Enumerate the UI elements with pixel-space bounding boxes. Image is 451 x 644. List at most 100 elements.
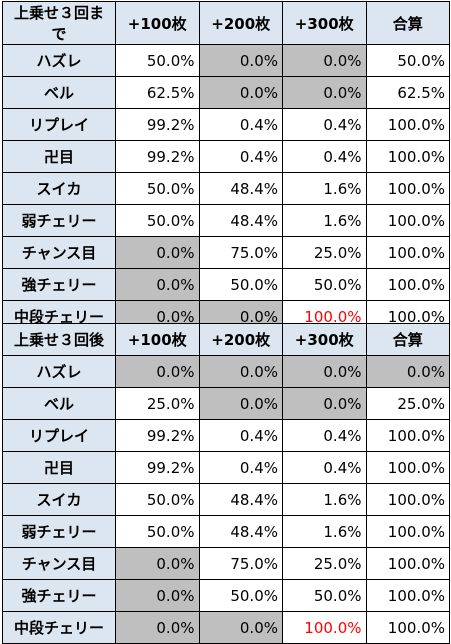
column-header: 合算	[365, 1, 450, 45]
value-cell: 75.0%	[198, 547, 283, 580]
row-label: リプレイ	[2, 108, 116, 141]
row-label: スイカ	[2, 172, 116, 205]
column-header: +100枚	[115, 323, 200, 356]
odds-table-until-3: 上乗せ３回まで +100枚 +200枚 +300枚 合算 ハズレ 50.0% 0.0% 0.0…	[2, 1, 450, 333]
row-label: 卍目	[2, 451, 116, 484]
value-cell: 48.4%	[198, 204, 283, 237]
value-cell: 25.0%	[282, 547, 367, 580]
value-cell: 100.0%	[365, 419, 450, 452]
value-cell: 0.4%	[198, 419, 283, 452]
value-cell: 99.2%	[115, 108, 200, 141]
table-row: 強チェリー 0.0% 50.0% 50.0% 100.0%	[2, 268, 450, 301]
row-label: 強チェリー	[2, 579, 116, 612]
value-cell: 0.0%	[115, 547, 200, 580]
row-label: 卍目	[2, 140, 116, 173]
value-cell: 0.0%	[365, 355, 450, 388]
value-cell: 100.0%	[365, 140, 450, 173]
header-row: 上乗せ３回後 +100枚 +200枚 +300枚 合算	[2, 323, 450, 356]
value-cell: 0.0%	[198, 355, 283, 388]
table-title-header: 上乗せ３回後	[2, 323, 116, 356]
column-header: +200枚	[198, 323, 283, 356]
value-cell: 0.4%	[282, 108, 367, 141]
table-row: 弱チェリー 50.0% 48.4% 1.6% 100.0%	[2, 515, 450, 548]
row-label: 強チェリー	[2, 268, 116, 301]
row-label: スイカ	[2, 483, 116, 516]
table-row: ハズレ 0.0% 0.0% 0.0% 0.0%	[2, 355, 450, 388]
table-row: チャンス目 0.0% 75.0% 25.0% 100.0%	[2, 236, 450, 269]
value-cell: 0.4%	[198, 451, 283, 484]
table-row: 強チェリー 0.0% 50.0% 50.0% 100.0%	[2, 579, 450, 612]
value-cell: 1.6%	[282, 172, 367, 205]
value-cell: 0.4%	[198, 140, 283, 173]
value-cell: 1.6%	[282, 515, 367, 548]
value-cell: 0.0%	[115, 579, 200, 612]
value-cell: 100.0%	[365, 515, 450, 548]
column-header: +200枚	[198, 1, 283, 45]
row-label: 弱チェリー	[2, 204, 116, 237]
table-row: 中段チェリー 0.0% 0.0% 100.0% 100.0%	[2, 611, 450, 644]
value-cell: 0.0%	[282, 44, 367, 77]
table-row: スイカ 50.0% 48.4% 1.6% 100.0%	[2, 483, 450, 516]
value-cell: 100.0%	[365, 547, 450, 580]
column-header: +300枚	[282, 1, 367, 45]
value-cell: 99.2%	[115, 451, 200, 484]
table-row: リプレイ 99.2% 0.4% 0.4% 100.0%	[2, 108, 450, 141]
value-cell: 25.0%	[365, 387, 450, 420]
table-row: スイカ 50.0% 48.4% 1.6% 100.0%	[2, 172, 450, 205]
value-cell: 0.0%	[115, 268, 200, 301]
value-cell: 48.4%	[198, 172, 283, 205]
value-cell: 50.0%	[282, 579, 367, 612]
value-cell: 62.5%	[365, 76, 450, 109]
value-cell: 99.2%	[115, 140, 200, 173]
table-row: リプレイ 99.2% 0.4% 0.4% 100.0%	[2, 419, 450, 452]
table-title-header: 上乗せ３回まで	[2, 1, 116, 45]
value-cell: 50.0%	[115, 204, 200, 237]
value-cell: 0.0%	[282, 355, 367, 388]
value-cell: 0.0%	[115, 236, 200, 269]
value-cell: 0.0%	[198, 611, 283, 644]
value-cell: 100.0%	[365, 483, 450, 516]
table-row: チャンス目 0.0% 75.0% 25.0% 100.0%	[2, 547, 450, 580]
table-row: ベル 25.0% 0.0% 0.0% 25.0%	[2, 387, 450, 420]
value-cell: 50.0%	[282, 268, 367, 301]
column-header: +100枚	[115, 1, 200, 45]
value-cell: 50.0%	[115, 44, 200, 77]
value-cell: 0.0%	[198, 76, 283, 109]
value-cell: 50.0%	[115, 515, 200, 548]
value-cell: 48.4%	[198, 515, 283, 548]
value-cell: 0.4%	[282, 419, 367, 452]
column-header: 合算	[365, 323, 450, 356]
row-label: ベル	[2, 387, 116, 420]
value-cell: 0.0%	[282, 387, 367, 420]
row-label: ハズレ	[2, 44, 116, 77]
row-label: チャンス目	[2, 547, 116, 580]
value-cell: 100.0%	[365, 236, 450, 269]
value-cell: 100.0%	[365, 268, 450, 301]
row-label: ハズレ	[2, 355, 116, 388]
value-cell: 75.0%	[198, 236, 283, 269]
table-row: ベル 62.5% 0.0% 0.0% 62.5%	[2, 76, 450, 109]
row-label: ベル	[2, 76, 116, 109]
value-cell: 62.5%	[115, 76, 200, 109]
value-cell: 0.0%	[198, 387, 283, 420]
value-cell: 0.0%	[115, 355, 200, 388]
value-cell: 0.0%	[115, 611, 200, 644]
value-cell: 99.2%	[115, 419, 200, 452]
value-cell: 50.0%	[115, 172, 200, 205]
value-cell: 1.6%	[282, 483, 367, 516]
value-cell: 100.0%	[365, 204, 450, 237]
odds-table-after-3: 上乗せ３回後 +100枚 +200枚 +300枚 合算 ハズレ 0.0% 0.0% 0.0% 0…	[2, 323, 450, 644]
table-row: 卍目 99.2% 0.4% 0.4% 100.0%	[2, 451, 450, 484]
value-cell: 0.4%	[282, 451, 367, 484]
column-header: +300枚	[282, 323, 367, 356]
value-cell: 100.0%	[365, 579, 450, 612]
table-row: 卍目 99.2% 0.4% 0.4% 100.0%	[2, 140, 450, 173]
value-cell: 1.6%	[282, 204, 367, 237]
value-cell: 100.0%	[365, 451, 450, 484]
value-cell: 100.0%	[365, 611, 450, 644]
row-label: 中段チェリー	[2, 611, 116, 644]
value-cell: 100.0%	[365, 172, 450, 205]
row-label: チャンス目	[2, 236, 116, 269]
value-cell: 25.0%	[282, 236, 367, 269]
row-label: リプレイ	[2, 419, 116, 452]
